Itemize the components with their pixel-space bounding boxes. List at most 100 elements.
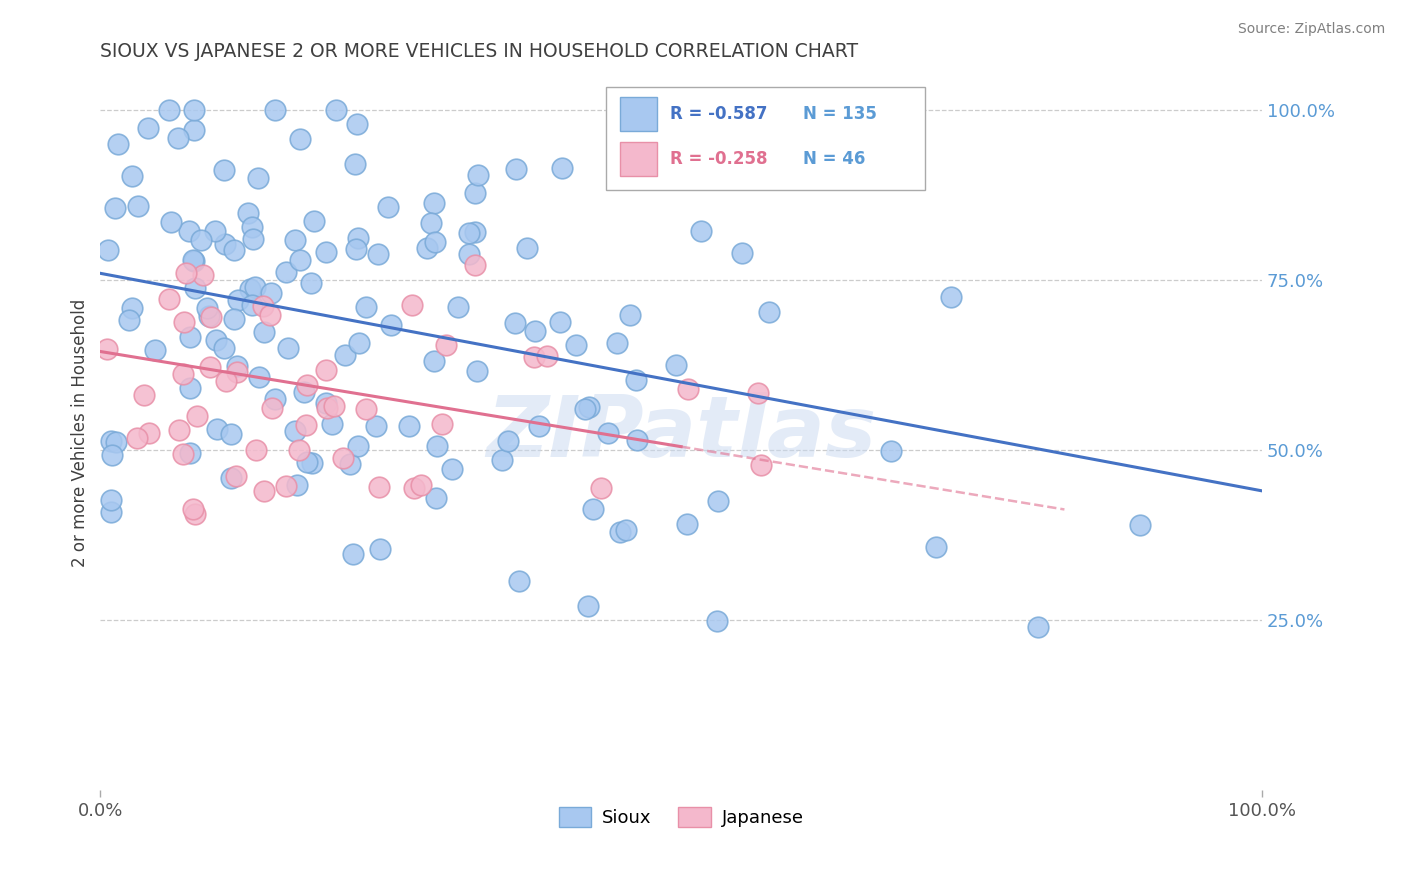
Point [624,373,647,387]
Point [675,516,697,531]
Point [496,434,519,449]
Point [219,471,242,485]
Point [420,216,443,230]
Point [228,293,250,308]
Point [464,258,486,272]
Point [707,494,730,508]
Point [107,137,129,152]
Point [465,364,488,378]
FancyBboxPatch shape [606,87,925,190]
Point [356,401,378,416]
Point [367,247,389,261]
Point [446,300,468,314]
Point [198,360,221,375]
Point [127,199,149,213]
Point [222,243,245,257]
Point [239,282,262,296]
Point [347,439,370,453]
Point [380,318,402,332]
Point [242,298,264,312]
Point [491,453,513,467]
Point [186,409,208,424]
Point [505,162,527,177]
Point [183,123,205,137]
Legend: Sioux, Japanese: Sioux, Japanese [551,800,811,834]
Point [377,201,399,215]
Point [356,300,378,314]
Point [288,443,311,458]
Point [285,478,308,492]
Point [464,186,486,201]
Point [925,540,948,554]
Point [614,523,637,537]
Point [195,301,218,316]
Point [325,103,347,118]
Point [344,242,367,256]
Point [253,325,276,339]
Point [609,103,631,118]
Point [277,342,299,356]
Point [299,276,322,290]
Bar [620,142,657,176]
Point [939,289,962,303]
Point [284,424,307,438]
Point [609,524,631,539]
Point [416,241,439,255]
Point [264,103,287,118]
Point [173,315,195,329]
Point [240,220,263,235]
Point [665,358,688,372]
Point [247,369,270,384]
Point [690,223,713,237]
Point [290,252,312,267]
Point [1026,620,1049,634]
Point [401,298,423,312]
Point [335,348,357,362]
Point [181,501,204,516]
Point [880,444,903,458]
Point [205,422,228,436]
Point [346,117,368,131]
Point [100,505,122,519]
Point [145,343,167,357]
Point [343,157,366,171]
Point [184,280,207,294]
Point [132,388,155,402]
Point [332,450,354,465]
Point [260,286,283,301]
Point [527,418,550,433]
Point [252,299,274,313]
Point [302,214,325,228]
Point [606,335,628,350]
Point [183,103,205,118]
Point [301,456,323,470]
Point [464,225,486,239]
Point [342,548,364,562]
Point [190,233,212,247]
Point [426,439,449,453]
Text: R = -0.258: R = -0.258 [669,150,768,168]
Point [619,308,641,322]
Point [236,206,259,220]
Point [183,253,205,268]
Point [121,169,143,183]
Point [676,382,699,396]
Point [172,367,194,381]
Text: SIOUX VS JAPANESE 2 OR MORE VEHICLES IN HOUSEHOLD CORRELATION CHART: SIOUX VS JAPANESE 2 OR MORE VEHICLES IN … [100,42,859,61]
Point [179,330,201,344]
Point [215,374,238,388]
Point [205,334,228,348]
Point [731,246,754,260]
Point [127,431,149,445]
Point [226,359,249,373]
Point [409,478,432,492]
Point [167,423,190,437]
Point [200,310,222,324]
Point [398,419,420,434]
Point [97,243,120,257]
Point [434,338,457,352]
Point [523,350,546,364]
Point [214,341,236,355]
Point [315,244,337,259]
Point [262,401,284,415]
